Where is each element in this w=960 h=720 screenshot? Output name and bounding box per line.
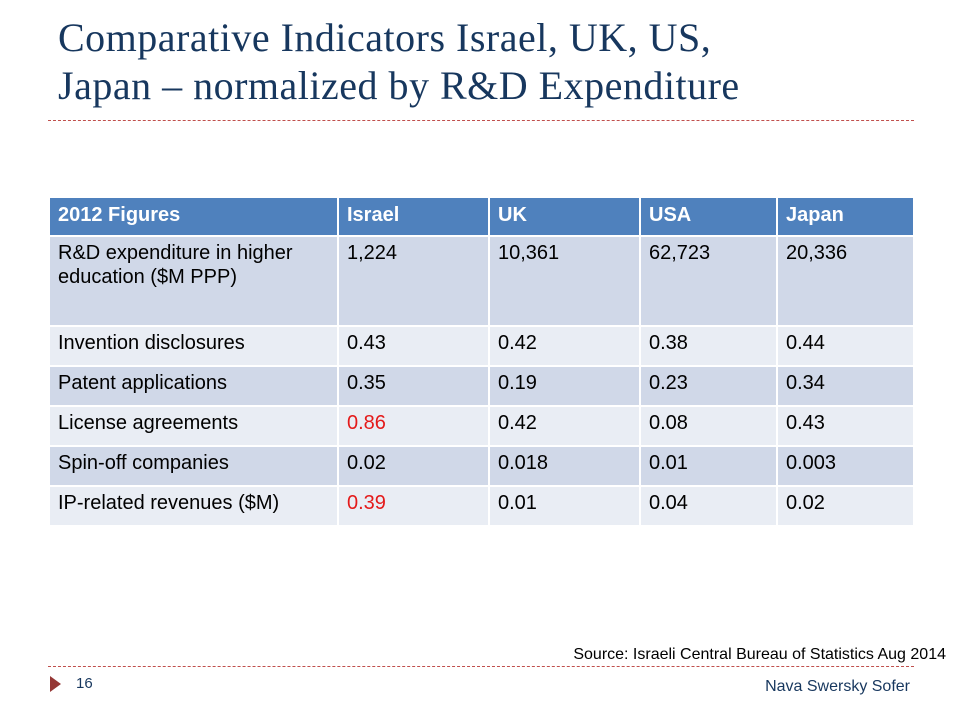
- cell-japan: 0.02: [776, 485, 915, 527]
- row-label: IP-related revenues ($M): [48, 485, 339, 527]
- cell-japan: 0.34: [776, 365, 915, 407]
- cell-japan: 0.43: [776, 405, 915, 447]
- cell-japan: 0.003: [776, 445, 915, 487]
- cell-israel: 0.43: [337, 325, 490, 367]
- row-label: License agreements: [48, 405, 339, 447]
- cell-usa: 62,723: [639, 235, 778, 327]
- cell-uk: 0.42: [488, 325, 641, 367]
- cell-usa: 0.04: [639, 485, 778, 527]
- cell-uk: 0.018: [488, 445, 641, 487]
- slide-title-line-2: Japan – normalized by R&D Expenditure: [58, 63, 740, 108]
- table-header-row: 2012 Figures Israel UK USA Japan: [48, 196, 915, 237]
- triangle-bullet-icon: [50, 676, 61, 692]
- footer-divider: [48, 666, 914, 667]
- cell-israel: 1,224: [337, 235, 490, 327]
- table-row: Invention disclosures 0.43 0.42 0.38 0.4…: [48, 325, 915, 367]
- cell-usa: 0.01: [639, 445, 778, 487]
- cell-usa: 0.23: [639, 365, 778, 407]
- header-usa: USA: [639, 196, 778, 237]
- cell-usa: 0.08: [639, 405, 778, 447]
- cell-uk: 10,361: [488, 235, 641, 327]
- cell-uk: 0.01: [488, 485, 641, 527]
- page-number: 16: [76, 675, 93, 692]
- cell-uk: 0.19: [488, 365, 641, 407]
- indicators-table: 2012 Figures Israel UK USA Japan R&D exp…: [48, 196, 915, 527]
- cell-israel: 0.02: [337, 445, 490, 487]
- row-label: R&D expenditure in higher education ($M …: [48, 235, 339, 327]
- table-row: R&D expenditure in higher education ($M …: [48, 235, 915, 327]
- cell-usa: 0.38: [639, 325, 778, 367]
- source-note: Source: Israeli Central Bureau of Statis…: [573, 646, 946, 663]
- table-row: License agreements 0.86 0.42 0.08 0.43: [48, 405, 915, 447]
- cell-japan: 0.44: [776, 325, 915, 367]
- cell-israel-highlight: 0.39: [337, 485, 490, 527]
- table-row: IP-related revenues ($M) 0.39 0.01 0.04 …: [48, 485, 915, 527]
- row-label: Invention disclosures: [48, 325, 339, 367]
- title-divider: [48, 120, 914, 121]
- header-japan: Japan: [776, 196, 915, 237]
- row-label: Patent applications: [48, 365, 339, 407]
- header-figures: 2012 Figures: [48, 196, 339, 237]
- slide-title: Comparative Indicators Israel, UK, US, J…: [58, 14, 938, 110]
- slide-title-line-1: Comparative Indicators Israel, UK, US,: [58, 15, 712, 60]
- table-row: Patent applications 0.35 0.19 0.23 0.34: [48, 365, 915, 407]
- cell-uk: 0.42: [488, 405, 641, 447]
- author-name: Nava Swersky Sofer: [765, 678, 910, 695]
- cell-israel: 0.35: [337, 365, 490, 407]
- cell-israel-highlight: 0.86: [337, 405, 490, 447]
- table-row: Spin-off companies 0.02 0.018 0.01 0.003: [48, 445, 915, 487]
- row-label: Spin-off companies: [48, 445, 339, 487]
- header-israel: Israel: [337, 196, 490, 237]
- header-uk: UK: [488, 196, 641, 237]
- cell-japan: 20,336: [776, 235, 915, 327]
